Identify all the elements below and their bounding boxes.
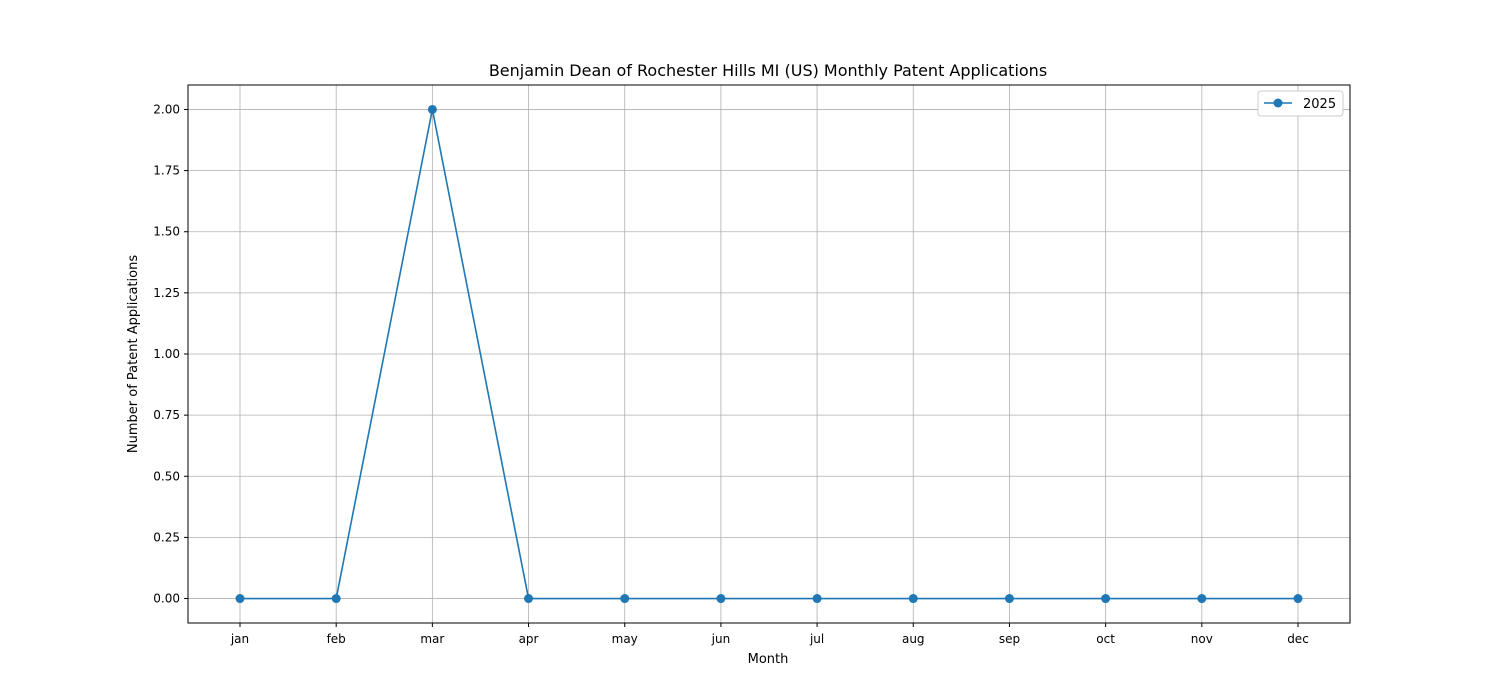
data-point-oct — [1101, 594, 1110, 603]
x-tick-label-dec: dec — [1287, 632, 1309, 646]
y-axis-label: Number of Patent Applications — [126, 255, 141, 453]
x-tick-label-mar: mar — [420, 632, 444, 646]
data-point-aug — [909, 594, 918, 603]
data-point-jan — [236, 594, 245, 603]
x-tick-label-sep: sep — [999, 632, 1020, 646]
y-tick-label: 1.00 — [153, 347, 180, 361]
data-point-may — [620, 594, 629, 603]
legend-label-2025: 2025 — [1303, 97, 1336, 112]
data-point-mar — [428, 105, 437, 114]
data-point-apr — [524, 594, 533, 603]
x-tick-label-jun: jun — [711, 632, 731, 646]
data-point-nov — [1197, 594, 1206, 603]
y-tick-label: 0.25 — [153, 530, 180, 544]
data-point-jun — [716, 594, 725, 603]
data-point-dec — [1294, 594, 1303, 603]
x-tick-label-jul: jul — [809, 632, 824, 646]
y-tick-label: 2.00 — [153, 102, 180, 116]
y-tick-label: 1.75 — [153, 164, 180, 178]
x-tick-label-aug: aug — [902, 632, 925, 646]
y-tick-label: 0.50 — [153, 469, 180, 483]
x-tick-label-nov: nov — [1191, 632, 1213, 646]
y-tick-label: 1.50 — [153, 225, 180, 239]
chart-title: Benjamin Dean of Rochester Hills MI (US)… — [489, 61, 1047, 80]
y-axis-ticks: 0.00 0.25 0.50 0.75 1.00 1.25 1.50 1.75 2.00 — [153, 102, 188, 605]
grid — [188, 85, 1350, 623]
x-tick-label-oct: oct — [1096, 632, 1115, 646]
x-axis-ticks: jan feb mar apr may jun jul aug sep oct nov dec — [230, 623, 1309, 646]
y-tick-label: 0.00 — [153, 592, 180, 606]
y-tick-label: 0.75 — [153, 408, 180, 422]
x-axis-label: Month — [748, 652, 789, 667]
x-tick-label-apr: apr — [519, 632, 539, 646]
legend: 2025 — [1258, 91, 1343, 116]
data-point-feb — [332, 594, 341, 603]
x-tick-label-may: may — [612, 632, 638, 646]
x-tick-label-jan: jan — [230, 632, 249, 646]
legend-marker-2025 — [1274, 99, 1283, 108]
data-point-jul — [813, 594, 822, 603]
y-tick-label: 1.25 — [153, 286, 180, 300]
x-tick-label-feb: feb — [327, 632, 346, 646]
data-point-sep — [1005, 594, 1014, 603]
